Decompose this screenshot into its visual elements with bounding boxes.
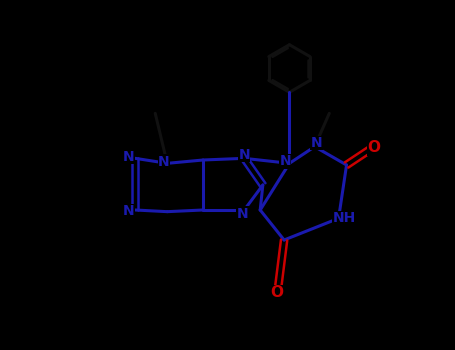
Text: N: N <box>279 154 291 168</box>
Text: O: O <box>270 286 283 300</box>
Text: N: N <box>123 150 135 164</box>
Text: O: O <box>368 140 380 155</box>
Text: N: N <box>311 136 322 150</box>
Text: N: N <box>158 155 170 169</box>
Text: N: N <box>237 206 248 220</box>
Text: NH: NH <box>333 211 356 225</box>
Text: N: N <box>238 148 250 162</box>
Text: N: N <box>123 204 135 218</box>
